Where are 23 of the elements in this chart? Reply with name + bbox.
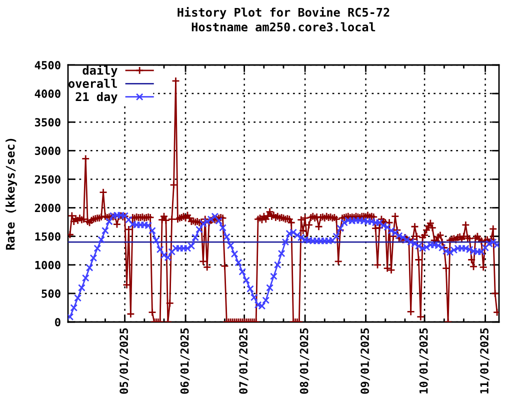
x-tick-label: 09/01/2025 [360, 328, 370, 394]
legend-label: overall [68, 78, 117, 88]
y-tick-label: 0 [55, 318, 60, 326]
x-tick-label: 08/01/2025 [300, 328, 310, 394]
x-tick-label: 06/01/2025 [180, 328, 190, 394]
y-tick-label: 3500 [34, 118, 60, 126]
y-tick-label: 2000 [34, 204, 60, 212]
y-tick-label: 1500 [35, 232, 60, 241]
x-tick-label: 10/01/2025 [419, 328, 429, 394]
chart-subtitle: Hostname am250.core3.local [192, 22, 376, 32]
y-tick-label: 3000 [34, 146, 60, 156]
legend-label: 21 day [76, 92, 118, 104]
y-tick-label: 4000 [34, 90, 60, 98]
legend-label: daily [82, 64, 118, 78]
x-tick-label: 05/01/2025 [120, 328, 129, 394]
y-tick-label: 1000 [35, 260, 60, 270]
x-tick-label: 07/01/2025 [239, 328, 248, 394]
y-tick-label: 500 [42, 289, 60, 298]
y-tick-label: 2500 [34, 175, 60, 184]
chart-title: History Plot for Bovine RC5-72 [178, 6, 390, 20]
y-tick-label: 4500 [34, 60, 60, 70]
x-tick-label: 11/01/2025 [480, 328, 490, 394]
y-axis-title: Rate (kkeys/sec) [6, 138, 17, 250]
